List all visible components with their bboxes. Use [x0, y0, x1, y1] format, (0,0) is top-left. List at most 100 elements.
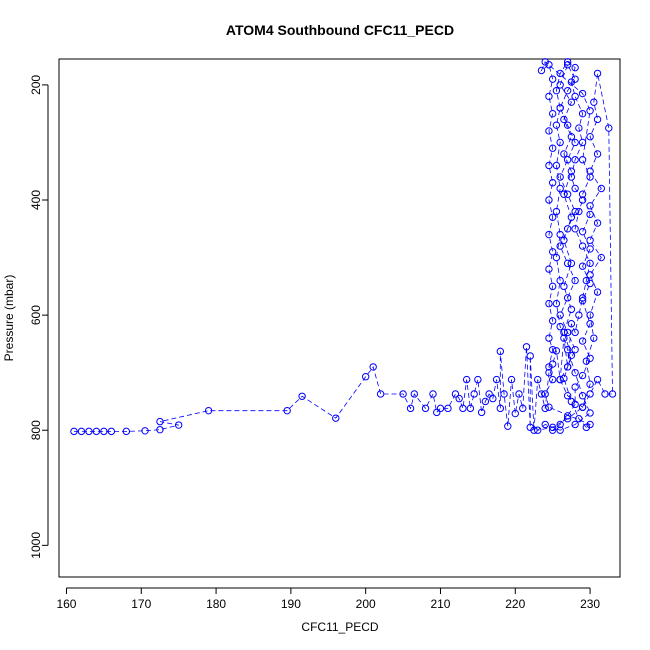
- data-point: [100, 427, 108, 436]
- data-point: [466, 404, 475, 413]
- data-point: [470, 390, 478, 398]
- data-point: [578, 242, 587, 250]
- data-point: [556, 81, 564, 89]
- data-point: [496, 404, 505, 413]
- data-point: [563, 392, 572, 400]
- data-point: [545, 334, 553, 342]
- data-point: [586, 167, 594, 175]
- data-point: [563, 415, 572, 423]
- data-point: [567, 133, 576, 141]
- y-tick-label: 400: [29, 190, 43, 210]
- data-point: [552, 207, 561, 216]
- data-point: [563, 190, 572, 198]
- data-point: [578, 109, 587, 118]
- data-point: [556, 104, 564, 112]
- data-point: [597, 184, 605, 193]
- data-point: [563, 61, 572, 69]
- data-point: [563, 121, 572, 129]
- data-point: [578, 371, 587, 380]
- data-point: [332, 414, 340, 422]
- data-point: [545, 196, 553, 204]
- data-point: [556, 375, 564, 384]
- data-point: [571, 63, 579, 72]
- data-point: [556, 230, 564, 239]
- data-point: [586, 380, 594, 388]
- data-point: [578, 337, 587, 345]
- y-axis: 200 400 600 800 1000: [29, 75, 49, 559]
- data-point: [593, 115, 602, 124]
- data-point: [560, 190, 568, 198]
- data-point: [548, 179, 557, 187]
- data-point: [283, 406, 291, 415]
- data-point: [578, 156, 587, 164]
- data-point: [586, 390, 594, 398]
- data-point: [541, 420, 549, 429]
- data-point: [563, 345, 572, 354]
- data-point: [361, 373, 370, 381]
- data-point: [563, 328, 572, 337]
- data-point: [593, 150, 602, 158]
- data-point: [556, 138, 564, 147]
- data-point: [571, 225, 579, 233]
- data-point: [462, 375, 471, 384]
- data-point: [605, 124, 613, 132]
- data-point: [77, 427, 86, 436]
- x-tick-label: 210: [430, 597, 450, 611]
- data-point: [586, 202, 594, 210]
- chart-title: ATOM4 Southbound CFC11_PECD: [226, 22, 454, 38]
- data-point: [70, 427, 78, 436]
- data-point: [545, 403, 553, 411]
- data-point: [578, 190, 587, 198]
- data-point: [586, 173, 594, 181]
- data-point: [481, 397, 490, 406]
- data-point: [578, 89, 587, 98]
- y-axis-label: Pressure (mbar): [2, 275, 16, 362]
- data-point: [571, 138, 579, 147]
- data-point: [608, 390, 617, 398]
- data-point: [586, 420, 594, 429]
- data-point: [548, 248, 557, 256]
- data-point: [571, 420, 579, 429]
- data-point: [545, 92, 553, 101]
- data-point: [548, 423, 557, 432]
- data-point: [477, 408, 486, 417]
- data-point: [560, 282, 568, 291]
- data-point: [571, 75, 579, 83]
- data-point: [563, 259, 572, 268]
- data-point: [534, 426, 542, 434]
- data-point: [122, 427, 131, 436]
- data-point: [571, 156, 579, 164]
- x-tick-label: 230: [580, 597, 600, 611]
- data-point: [522, 343, 531, 351]
- data-point: [519, 404, 527, 413]
- data-point: [485, 390, 493, 398]
- data-point: [545, 368, 553, 377]
- y-tick-label: 800: [29, 420, 43, 440]
- data-point: [433, 408, 441, 417]
- data-point: [571, 368, 579, 377]
- data-point: [575, 415, 583, 423]
- data-point: [548, 345, 557, 354]
- data-point: [556, 311, 564, 319]
- data-point: [421, 404, 430, 413]
- data-point: [552, 299, 561, 308]
- x-tick-label: 190: [281, 597, 301, 611]
- data-point: [556, 173, 564, 181]
- data-point: [563, 156, 572, 164]
- series-line: [73, 61, 613, 432]
- data-point: [526, 352, 534, 360]
- data-point: [107, 427, 116, 436]
- data-point: [560, 374, 568, 383]
- data-point: [578, 262, 587, 270]
- data-point: [507, 375, 516, 384]
- data-point: [563, 412, 572, 420]
- data-point: [399, 390, 407, 398]
- data-point: [593, 69, 602, 78]
- data-point: [578, 294, 587, 302]
- data-point: [548, 426, 557, 434]
- data-point: [593, 219, 602, 227]
- data-point: [560, 115, 568, 124]
- data-point: [530, 426, 538, 434]
- data-point: [571, 207, 579, 216]
- data-point: [92, 427, 101, 436]
